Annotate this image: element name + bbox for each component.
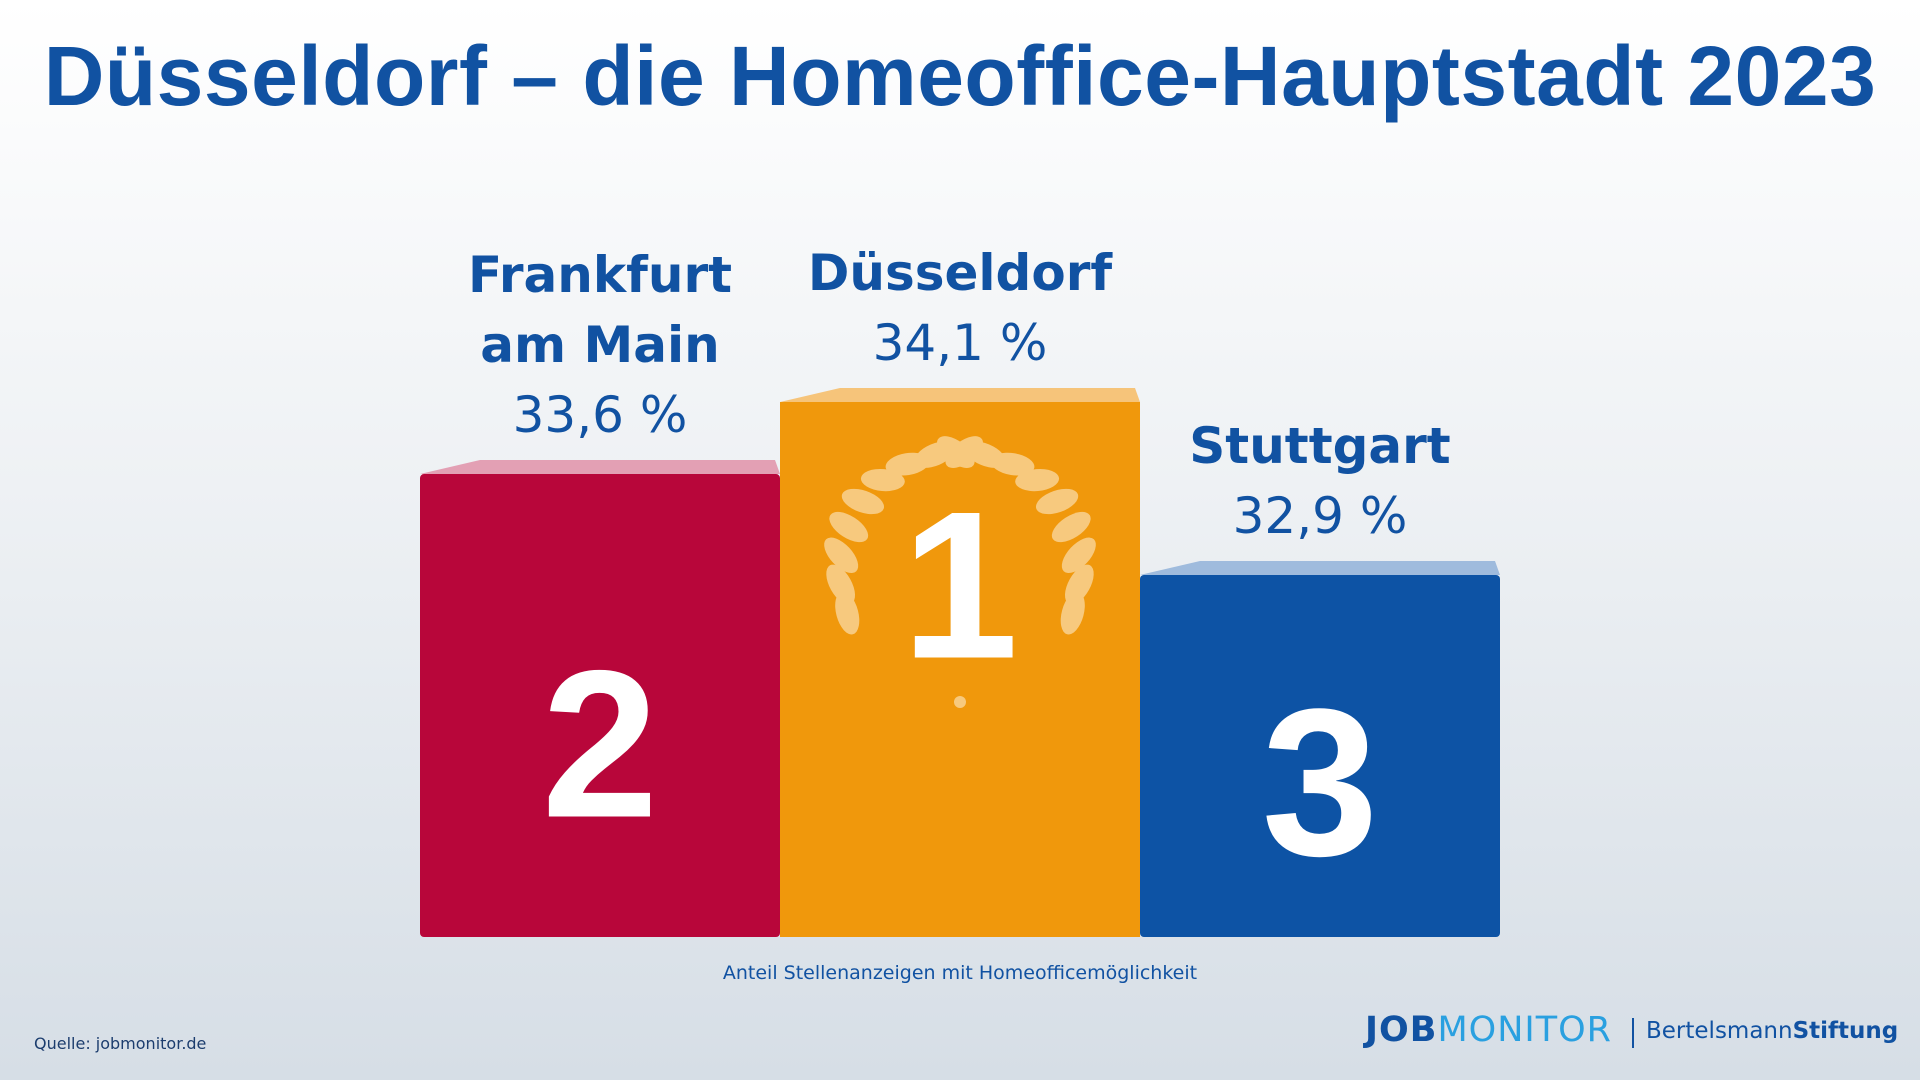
laurel-leaf xyxy=(1064,564,1094,605)
rank-number-1: 1 xyxy=(902,467,1019,702)
value-label: 33,6 % xyxy=(512,386,688,445)
logo2-plain-text: Bertelsmann xyxy=(1646,1018,1793,1044)
city-name: Frankfurt xyxy=(467,246,733,305)
laurel-leaf xyxy=(937,436,975,468)
city-name: am Main xyxy=(480,316,720,375)
city-name: Düsseldorf xyxy=(807,244,1113,302)
logo2-bold-text: Stiftung xyxy=(1792,1018,1899,1044)
podium-bar-3 xyxy=(1140,574,1500,937)
laurel-wreath-icon xyxy=(824,436,1096,708)
rank-number-2: 2 xyxy=(542,627,659,862)
laurel-leaf xyxy=(1015,468,1060,492)
podium-bar-2 xyxy=(780,402,1140,937)
laurel-knot xyxy=(954,696,966,708)
podium-bar-1 xyxy=(420,474,780,937)
laurel-leaf xyxy=(1035,488,1079,515)
podium-label-3: Stuttgart 32,9 % xyxy=(1140,411,1500,551)
laurel-leaf xyxy=(841,488,885,515)
logo-job-text: JOB xyxy=(1365,1010,1438,1050)
laurel-leaf xyxy=(1051,511,1091,543)
source-note: Quelle: jobmonitor.de xyxy=(34,1034,207,1053)
laurel-leaf xyxy=(964,441,1006,468)
value-label: 32,9 % xyxy=(1232,486,1408,545)
chart-title: Düsseldorf – die Homeoffice-Hauptstadt 2… xyxy=(43,29,1877,123)
laurel-leaf xyxy=(860,468,905,492)
podium-label-2: Düsseldorf 34,1 % xyxy=(780,238,1140,378)
jobmonitor-logo: JOBMONITOR xyxy=(1365,1010,1612,1050)
laurel-leaf xyxy=(829,511,869,543)
bertelsmann-logo: BertelsmannStiftung xyxy=(1646,1018,1898,1044)
laurel-leaf xyxy=(824,537,859,574)
laurel-leaf xyxy=(1061,537,1096,574)
laurel-leaf xyxy=(1060,591,1085,635)
podium-label-1: Frankfurt am Main 33,6 % xyxy=(420,240,780,450)
value-label: 34,1 % xyxy=(872,314,1048,372)
x-axis-label: Anteil Stellenanzeigen mit Homeofficemög… xyxy=(722,962,1198,984)
rank-number-3: 3 xyxy=(1262,665,1379,900)
podium-top-1 xyxy=(420,460,780,475)
laurel-leaf xyxy=(835,591,860,635)
city-name: Stuttgart xyxy=(1189,416,1451,475)
logo-monitor-text: MONITOR xyxy=(1437,1010,1612,1050)
podium-top-2 xyxy=(780,388,1140,402)
podium-top-3 xyxy=(1140,560,1500,575)
laurel-leaf xyxy=(826,564,856,605)
logo-divider xyxy=(1632,1018,1634,1048)
